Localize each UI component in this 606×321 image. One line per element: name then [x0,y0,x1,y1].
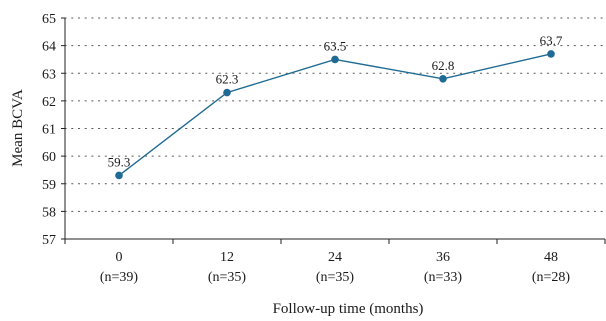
data-point [115,171,123,180]
data-label: 63.7 [540,33,563,48]
series-group [115,50,555,180]
data-label: 62.8 [432,58,455,73]
x-tick-labels: 0 (n=39) 12 (n=35) 24 (n=35) 36 (n=33) 48 (n=28) [100,250,571,285]
y-tick-label: 58 [42,205,56,220]
data-label: 63.5 [324,38,347,53]
x-tick-sublabel: (n=39) [100,270,139,285]
y-tick-label: 62 [42,95,56,110]
data-labels: 59.3 62.3 63.5 62.8 63.7 [108,33,563,170]
y-tick-label: 60 [42,150,56,165]
x-axis-title: Follow-up time (months) [273,301,424,317]
x-tick-label: 0 [116,250,123,265]
data-point [439,74,447,83]
x-tick-sublabel: (n=28) [532,270,571,285]
y-tick-label: 57 [42,233,56,248]
y-tick-label: 65 [42,12,56,27]
data-point [331,55,339,64]
series-line [118,53,552,177]
x-tick-sublabel: (n=35) [316,270,355,285]
data-label: 62.3 [216,72,239,87]
x-tick-label: 24 [328,250,342,265]
y-tick-label: 61 [42,123,56,138]
x-tick-label: 36 [436,250,450,265]
x-tick-label: 12 [220,250,234,265]
y-tick-label: 63 [42,67,56,82]
y-axis-title: Mean BCVA [10,89,26,167]
data-point [547,50,555,58]
y-tick-labels: 57 58 59 60 61 62 63 64 65 [42,12,56,248]
x-tick-label: 48 [544,250,558,265]
grid-lines [64,17,606,212]
x-tick-sublabel: (n=35) [208,270,247,285]
y-tick-label: 64 [42,40,56,55]
axes [61,17,606,244]
data-label: 59.3 [108,154,131,169]
y-tick-label: 59 [42,178,56,193]
data-point [223,88,231,97]
x-tick-sublabel: (n=33) [424,270,463,285]
